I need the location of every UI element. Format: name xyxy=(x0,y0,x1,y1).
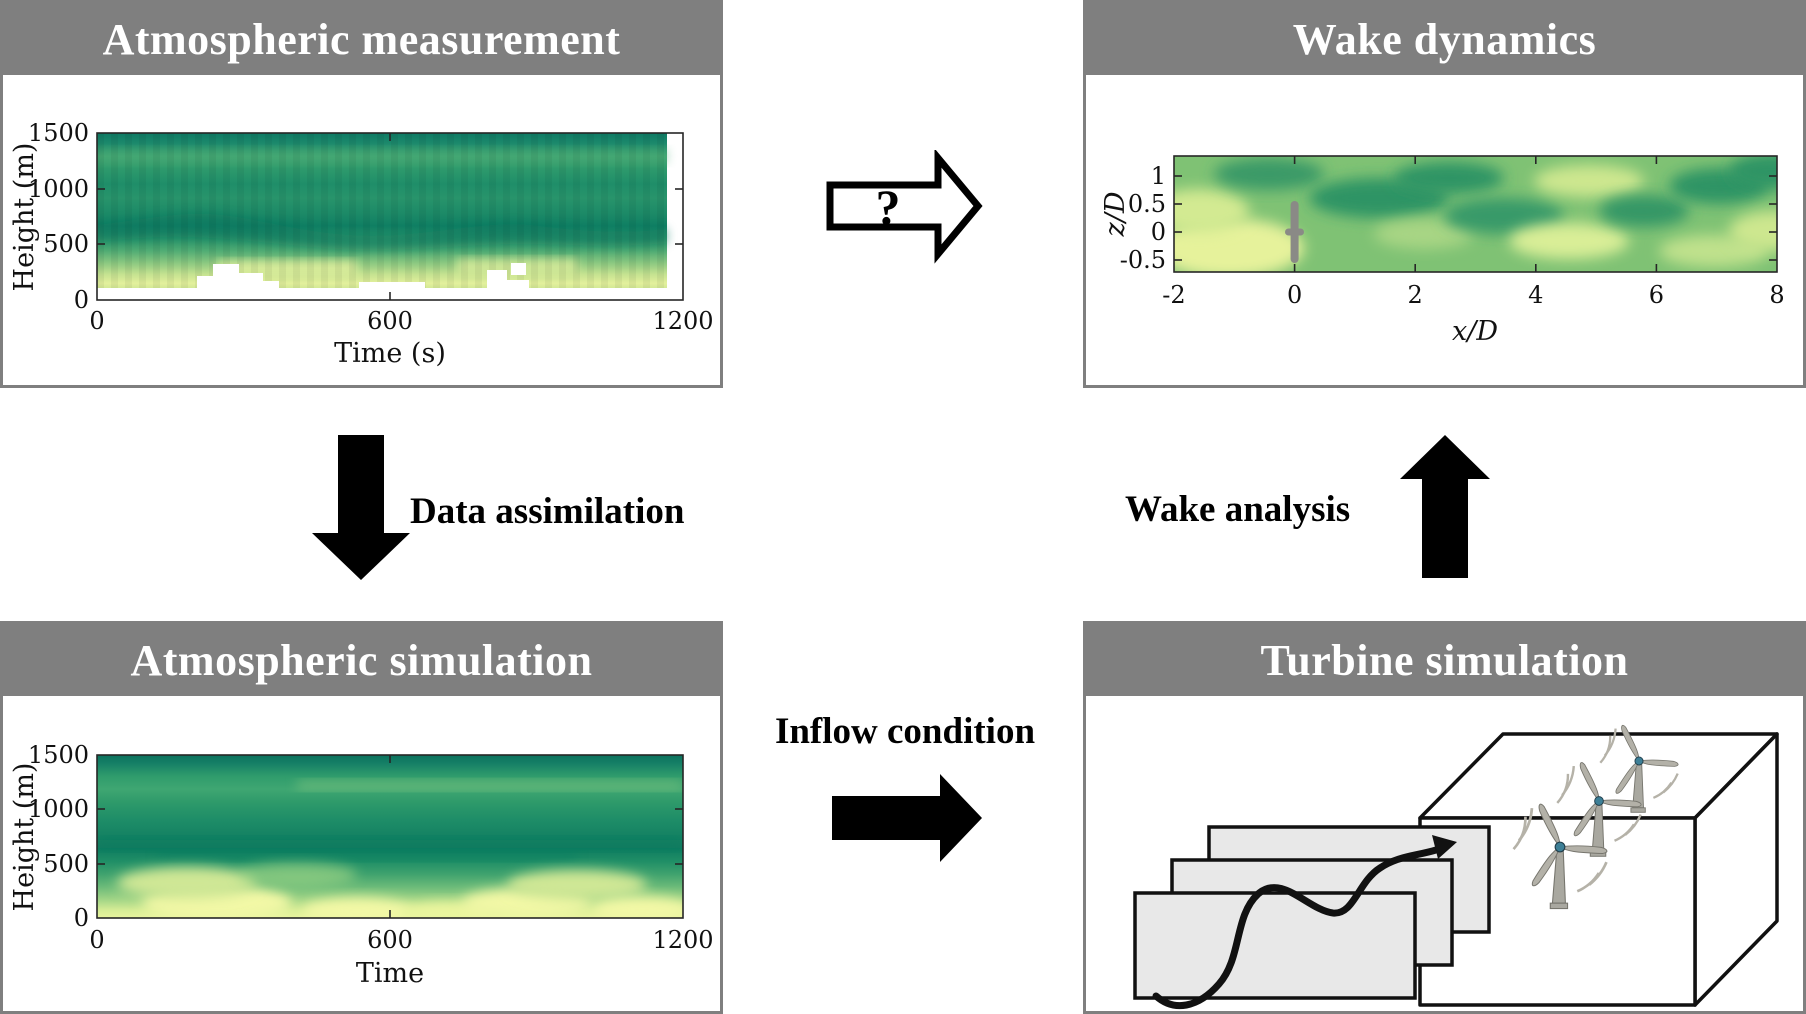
wake-heatmap xyxy=(1174,156,1777,272)
wake-axes xyxy=(1173,155,1778,273)
inflow-condition-label: Inflow condition xyxy=(774,711,1036,752)
wake-plot-area: 1 0.5 0 -0.5 -2 0 2 4 6 8 x/D z/D xyxy=(1086,75,1803,385)
x-tick-label: 600 xyxy=(367,307,413,335)
y-tick-label: 1500 xyxy=(28,119,89,147)
x-tick-label: 0 xyxy=(89,926,104,954)
simulation-heatmap xyxy=(97,755,683,918)
y-tick-label: -0.5 xyxy=(1120,246,1166,274)
x-tick-label: 8 xyxy=(1769,281,1784,309)
inflow-planes xyxy=(1133,825,1491,1000)
x-tick-label: 6 xyxy=(1649,281,1664,309)
simulation-axes xyxy=(96,754,684,919)
y-tick-label: 1000 xyxy=(28,795,89,823)
y-axis-label: Height (m) xyxy=(9,143,40,292)
panel-title-measurement: Atmospheric measurement xyxy=(102,14,621,64)
measurement-heatmap xyxy=(97,133,683,300)
panel-turbine-simulation: Turbine simulation xyxy=(1083,621,1806,1014)
x-axis-label: Time xyxy=(356,958,424,989)
measurement-axes xyxy=(96,132,684,301)
y-tick-label: 0.5 xyxy=(1128,190,1166,218)
x-tick-label: 2 xyxy=(1408,281,1423,309)
panel-header-simulation: Atmospheric simulation xyxy=(3,624,720,696)
panel-title-wake: Wake dynamics xyxy=(1292,14,1597,64)
turbine-illustration xyxy=(1133,723,1779,1009)
panel-title-simulation: Atmospheric simulation xyxy=(130,635,593,685)
question-arrow-label: ? xyxy=(876,179,901,235)
y-tick-label: 1000 xyxy=(28,175,89,203)
wavy-inflow-arrow xyxy=(1152,835,1457,1009)
y-tick-label: 1500 xyxy=(28,741,89,769)
simulation-plot: 1500 1000 500 0 0 600 1200 Time Height (… xyxy=(9,741,714,989)
inflow-plane-front xyxy=(1133,891,1417,1000)
panel-header-turbine: Turbine simulation xyxy=(1086,624,1803,696)
x-axis-label: Time (s) xyxy=(334,338,446,369)
inflow-condition-arrow xyxy=(832,774,982,862)
x-axis-label: x/D xyxy=(1452,316,1498,347)
x-tick-label: -2 xyxy=(1162,281,1185,309)
panel-atmospheric-measurement: Atmospheric measurement xyxy=(0,0,723,388)
measurement-plot-area: 1500 1000 500 0 0 600 1200 Time (s) Heig… xyxy=(3,75,720,385)
wake-analysis-label: Wake analysis xyxy=(1125,489,1351,530)
y-axis-label: Height (m) xyxy=(9,763,40,912)
x-tick-label: 0 xyxy=(1287,281,1302,309)
y-tick-label: 0 xyxy=(1151,218,1166,246)
panel-title-turbine: Turbine simulation xyxy=(1260,635,1629,685)
x-tick-label: 4 xyxy=(1528,281,1543,309)
wake-plot: 1 0.5 0 -0.5 -2 0 2 4 6 8 x/D z/D xyxy=(1100,155,1785,347)
panel-header-measurement: Atmospheric measurement xyxy=(3,3,720,75)
y-axis-label: z/D xyxy=(1100,191,1131,237)
panel-atmospheric-simulation: Atmospheric simulation xyxy=(0,621,723,1014)
measurement-plot: 1500 1000 500 0 0 600 1200 Time (s) Heig… xyxy=(9,119,714,369)
y-tick-label: 500 xyxy=(43,850,89,878)
wake-analysis-arrow xyxy=(1400,435,1490,578)
x-tick-label: 0 xyxy=(89,307,104,335)
turbine-illustration-area xyxy=(1086,696,1803,1011)
x-tick-label: 600 xyxy=(367,926,413,954)
data-assimilation-arrow xyxy=(312,435,410,580)
y-tick-label: 1 xyxy=(1151,162,1166,190)
x-tick-label: 1200 xyxy=(652,926,713,954)
y-tick-label: 500 xyxy=(43,230,89,258)
panel-header-wake: Wake dynamics xyxy=(1086,3,1803,75)
x-tick-label: 1200 xyxy=(652,307,713,335)
panel-wake-dynamics: Wake dynamics xyxy=(1083,0,1806,388)
question-arrow: ? xyxy=(826,150,983,264)
y-tick-label: 0 xyxy=(74,286,89,314)
data-assimilation-label: Data assimilation xyxy=(410,491,685,532)
wake-turbine-marker xyxy=(1285,201,1304,263)
y-tick-label: 0 xyxy=(74,904,89,932)
simulation-plot-area: 1500 1000 500 0 0 600 1200 Time Height (… xyxy=(3,696,720,1011)
